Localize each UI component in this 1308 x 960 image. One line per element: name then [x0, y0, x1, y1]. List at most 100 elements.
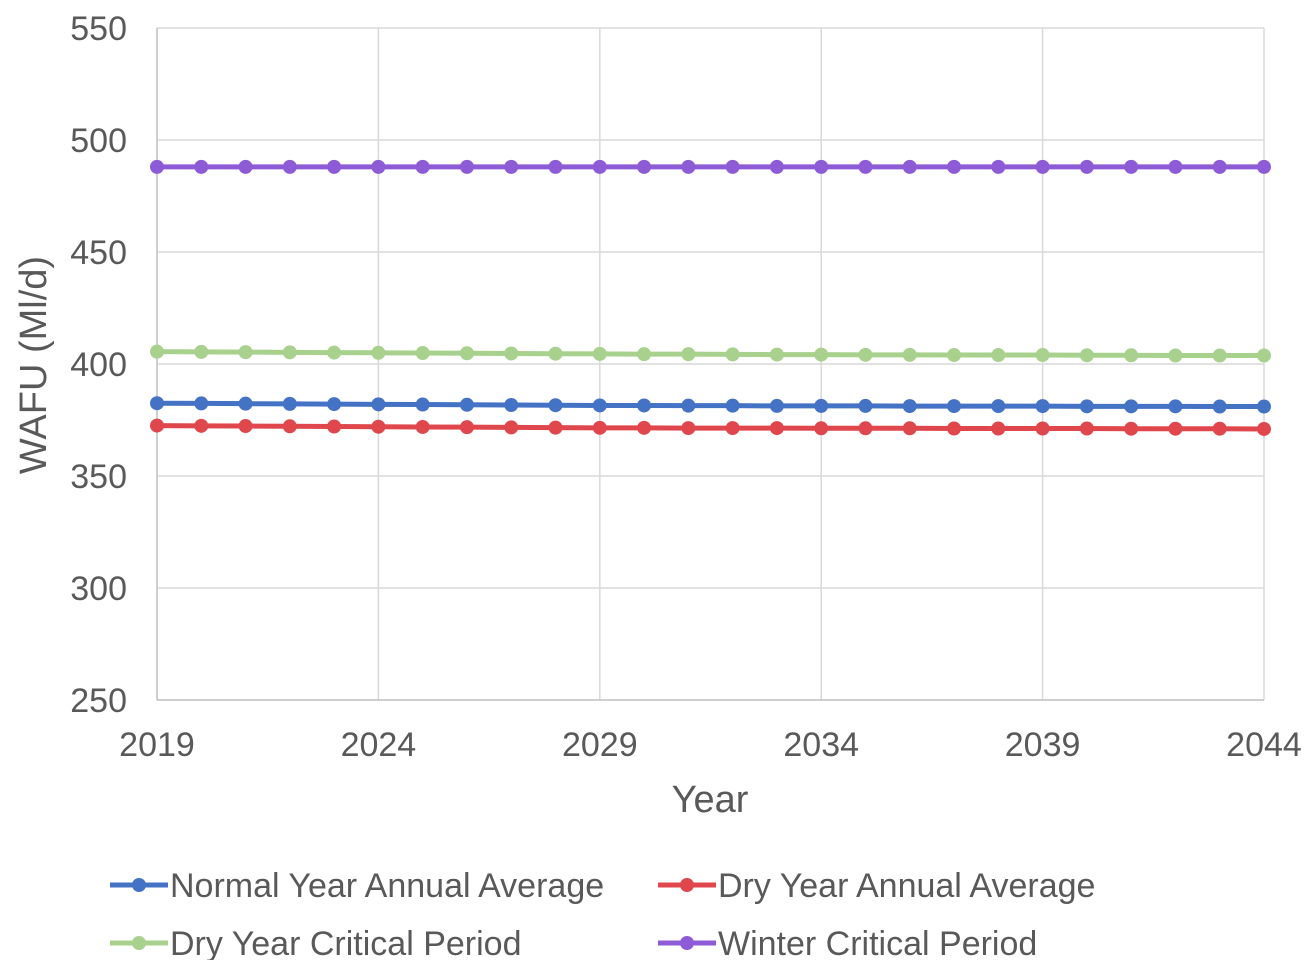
data-point — [371, 419, 386, 434]
data-point — [947, 348, 962, 363]
data-point — [991, 159, 1006, 174]
data-point — [1124, 399, 1139, 414]
data-point — [902, 399, 917, 414]
data-point — [769, 159, 784, 174]
data-point — [459, 397, 474, 412]
data-point — [415, 397, 430, 412]
data-point — [592, 420, 607, 435]
data-point — [769, 347, 784, 362]
series-1 — [150, 396, 1271, 414]
data-point — [504, 420, 519, 435]
data-point — [1035, 399, 1050, 414]
y-tick-label: 550 — [70, 10, 127, 48]
data-point — [150, 418, 164, 433]
data-point — [637, 420, 652, 435]
data-point — [415, 346, 430, 361]
axes: 250 300 350 400 450 500 550 2019 2024 2029 2034 203… — [70, 10, 1302, 764]
legend: Normal Year Annual Average Dry Year Annua… — [110, 867, 1095, 960]
data-point — [991, 348, 1006, 363]
data-point — [637, 347, 652, 362]
data-point — [814, 398, 829, 413]
x-tick-label: 2024 — [341, 726, 417, 764]
legend-item: Winter Critical Period — [658, 925, 1037, 960]
data-point — [592, 159, 607, 174]
data-point — [238, 345, 253, 360]
data-point — [459, 346, 474, 361]
data-point — [681, 347, 696, 362]
data-point — [769, 398, 784, 413]
data-point — [194, 159, 209, 174]
data-point — [327, 345, 342, 360]
data-point — [769, 421, 784, 436]
data-point — [725, 347, 740, 362]
data-point — [725, 421, 740, 436]
data-point — [1168, 399, 1183, 414]
data-point — [637, 398, 652, 413]
series-3 — [150, 344, 1271, 363]
data-point — [1212, 348, 1227, 363]
y-tick-label: 350 — [70, 458, 127, 496]
data-point — [327, 397, 342, 412]
gridlines — [157, 27, 1265, 700]
data-point — [991, 421, 1006, 436]
data-point — [1124, 348, 1139, 363]
data-point — [637, 159, 652, 174]
data-point — [1079, 348, 1094, 363]
data-point — [282, 345, 297, 360]
series-line — [154, 400, 1267, 410]
data-point — [1257, 348, 1271, 363]
y-tick-label: 450 — [70, 234, 127, 272]
data-point — [814, 347, 829, 362]
data-point — [415, 159, 430, 174]
x-axis-title: Year — [672, 779, 749, 821]
data-point — [548, 398, 563, 413]
data-point — [1124, 421, 1139, 436]
data-point — [1257, 421, 1271, 436]
series-layer — [150, 159, 1271, 436]
data-point — [371, 345, 386, 360]
data-point — [725, 159, 740, 174]
y-tick-label: 300 — [70, 570, 127, 608]
data-point — [681, 398, 696, 413]
legend-item: Dry Year Critical Period — [110, 925, 521, 960]
data-point — [858, 159, 873, 174]
data-point — [371, 397, 386, 412]
data-point — [282, 419, 297, 434]
data-point — [947, 421, 962, 436]
data-point — [902, 159, 917, 174]
data-point — [1035, 348, 1050, 363]
data-point — [327, 419, 342, 434]
data-point — [592, 398, 607, 413]
legend-item: Normal Year Annual Average — [110, 867, 604, 905]
data-point — [1035, 421, 1050, 436]
data-point — [725, 398, 740, 413]
x-tick-label: 2019 — [119, 726, 195, 764]
legend-swatch-marker — [132, 878, 146, 892]
data-point — [194, 396, 209, 411]
data-point — [282, 159, 297, 174]
data-point — [459, 159, 474, 174]
data-point — [1168, 348, 1183, 363]
legend-swatch-marker — [680, 878, 694, 892]
x-tick-label: 2044 — [1226, 726, 1302, 764]
legend-label: Dry Year Critical Period — [170, 925, 521, 960]
data-point — [459, 420, 474, 435]
data-point — [194, 344, 209, 359]
data-point — [1124, 159, 1139, 174]
data-point — [681, 159, 696, 174]
data-point — [902, 347, 917, 362]
data-point — [947, 159, 962, 174]
data-point — [504, 159, 519, 174]
x-tick-label: 2029 — [562, 726, 638, 764]
data-point — [1168, 421, 1183, 436]
data-point — [194, 418, 209, 433]
data-point — [238, 419, 253, 434]
data-point — [1257, 399, 1271, 414]
y-tick-label: 250 — [70, 682, 127, 720]
data-point — [371, 159, 386, 174]
data-point — [1035, 159, 1050, 174]
x-tick-label: 2039 — [1005, 726, 1081, 764]
data-point — [415, 419, 430, 434]
data-point — [814, 159, 829, 174]
